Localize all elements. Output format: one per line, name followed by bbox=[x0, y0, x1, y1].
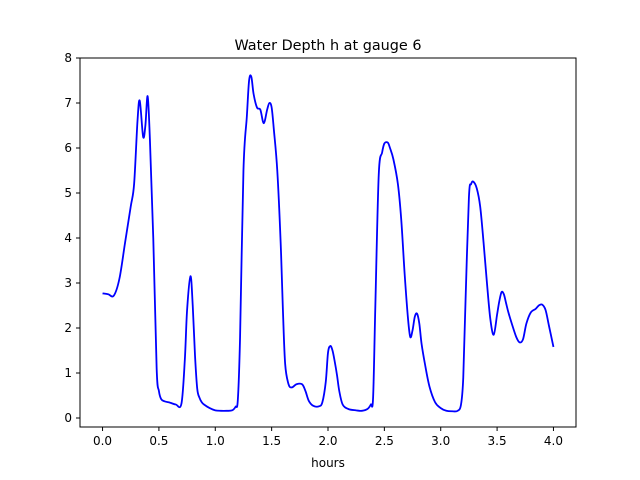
y-tick-label: 6 bbox=[64, 141, 72, 155]
x-tick-label: 1.0 bbox=[206, 434, 225, 448]
series-line-water-depth bbox=[102, 74, 555, 413]
y-tick-label: 4 bbox=[64, 231, 72, 245]
x-tick-label: 4.0 bbox=[544, 434, 563, 448]
x-tick-label: 0.0 bbox=[93, 434, 112, 448]
y-tick-label: 7 bbox=[64, 96, 72, 110]
y-axis-ticks: 0 1 2 3 4 5 6 7 8 bbox=[64, 51, 80, 425]
x-tick-label: 2.0 bbox=[318, 434, 337, 448]
x-tick-label: 3.5 bbox=[488, 434, 507, 448]
y-tick-label: 8 bbox=[64, 51, 72, 65]
x-tick-label: 0.5 bbox=[149, 434, 168, 448]
y-tick-label: 3 bbox=[64, 276, 72, 290]
y-tick-label: 5 bbox=[64, 186, 72, 200]
x-axis-label: hours bbox=[311, 456, 345, 470]
x-axis-ticks: 0.0 0.5 1.0 1.5 2.0 2.5 3.0 3.5 4.0 bbox=[93, 427, 563, 448]
chart-title: Water Depth h at gauge 6 bbox=[234, 38, 421, 54]
y-tick-label: 2 bbox=[64, 321, 72, 335]
y-tick-label: 0 bbox=[64, 411, 72, 425]
x-tick-label: 1.5 bbox=[262, 434, 281, 448]
x-tick-label: 2.5 bbox=[375, 434, 394, 448]
plot-area bbox=[102, 74, 555, 413]
y-tick-label: 1 bbox=[64, 366, 72, 380]
x-tick-label: 3.0 bbox=[431, 434, 450, 448]
